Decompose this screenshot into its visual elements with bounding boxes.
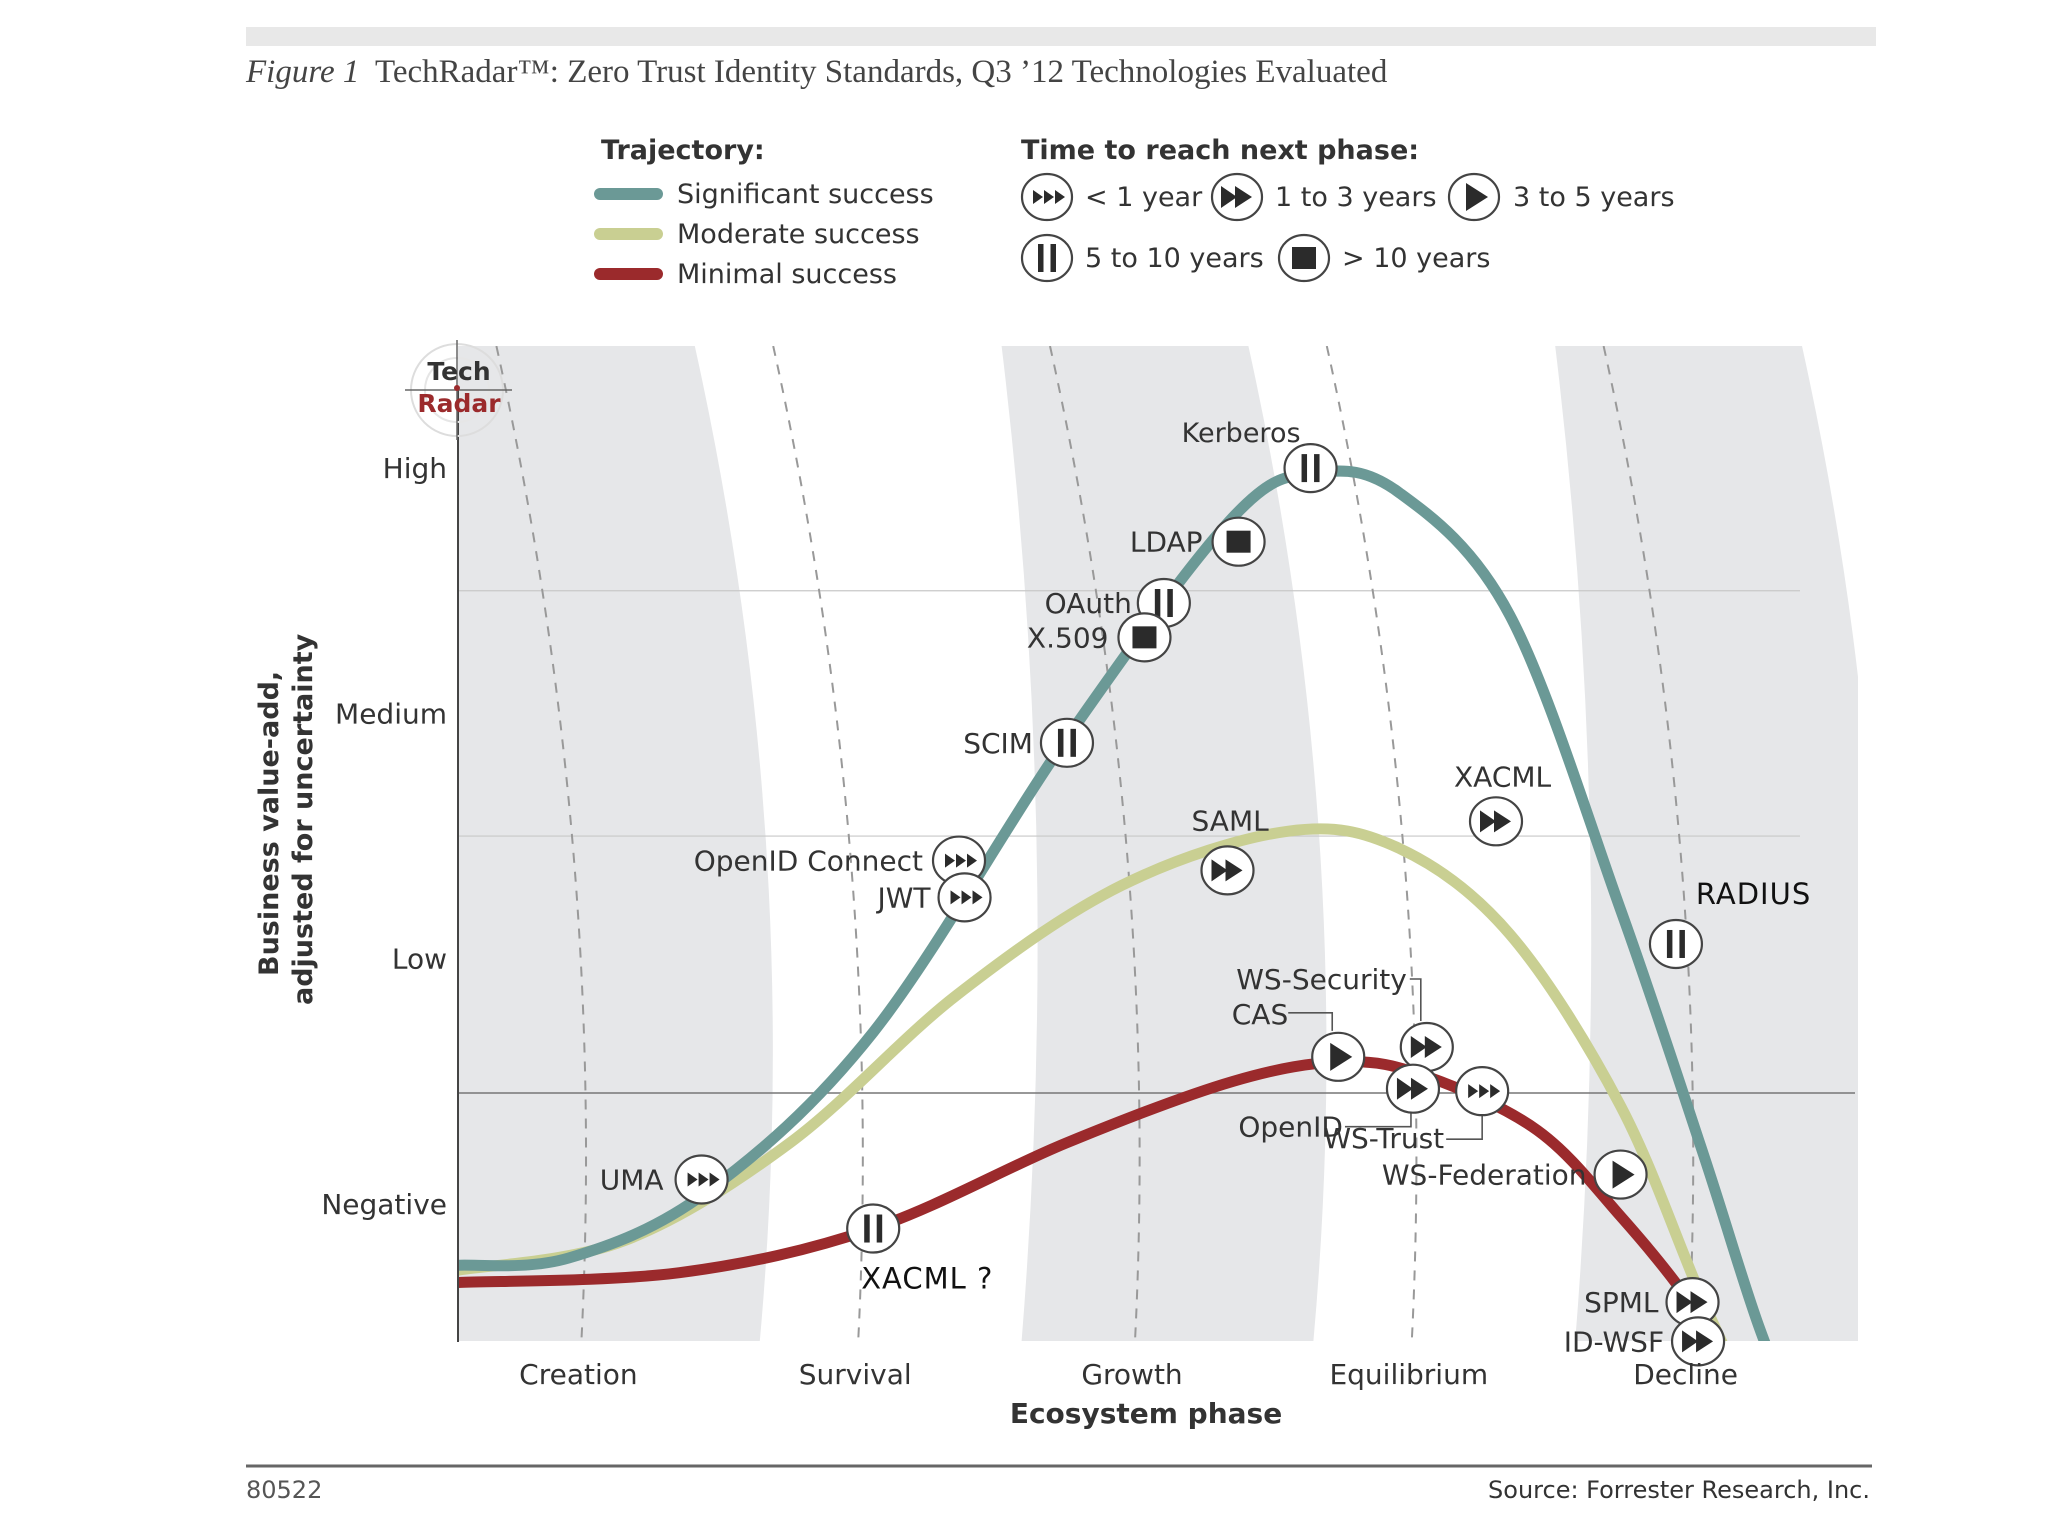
marker-saml-double-arrow-icon: [1200, 845, 1255, 896]
legend-label-minimal: Minimal success: [677, 259, 897, 290]
tech-label-openid: OpenID: [1238, 1111, 1343, 1144]
tech-label-cas: CAS: [1232, 998, 1288, 1031]
phase-band-growth: [1001, 346, 1327, 1341]
x-tick-label: Decline: [1633, 1358, 1738, 1391]
legend-icon-pause-icon: [1020, 233, 1074, 283]
marker-jwt-triple-arrow-icon: [937, 872, 992, 923]
tech-label-xacml: XACML: [1454, 760, 1552, 793]
tech-label-saml: SAML: [1192, 804, 1270, 837]
figure-title: Figure 1 TechRadar™: Zero Trust Identity…: [245, 54, 1388, 90]
marker-x-509-stop-icon: [1117, 612, 1172, 663]
marker-cas-single-arrow-icon: [1311, 1031, 1366, 1082]
legend-time-label: > 10 years: [1342, 243, 1490, 274]
logo-tech: Tech: [427, 357, 490, 386]
tech-label-ws-trust: WS-Trust: [1323, 1122, 1444, 1155]
tech-label-x-509: X.509: [1027, 621, 1109, 654]
legend-time-label: 3 to 5 years: [1513, 182, 1675, 213]
y-tick-label: Medium: [335, 697, 447, 730]
tech-label-xacml: XACML ?: [861, 1262, 993, 1296]
techradar-logo: Tech Radar: [405, 340, 512, 440]
tech-label-uma: UMA: [600, 1163, 664, 1196]
leader-line-ws-trust: [1446, 1115, 1483, 1140]
legend-icon-triple-arrow-icon: [1020, 172, 1074, 222]
time-legend: < 1 year 1 to 3 years 3 to 5 years 5 to 10 …: [1020, 172, 1675, 283]
tech-label-ws-federation: WS-Federation: [1382, 1159, 1587, 1192]
y-tick-label: High: [383, 452, 447, 485]
legend-icon-stop-icon: [1277, 233, 1331, 283]
legend-icon-double-arrow-icon: [1210, 172, 1264, 222]
marker-kerberos-pause-icon: [1283, 443, 1338, 494]
phase-center-divider: [1325, 346, 1418, 1341]
marker-uma-triple-arrow-icon: [674, 1154, 729, 1205]
leader-line-ws-security: [1409, 978, 1422, 1022]
tech-label-jwt: JWT: [875, 881, 931, 914]
y-axis-label-line2: adjusted for uncertainty: [288, 633, 319, 1005]
figure-title-text: TechRadar™: Zero Trust Identity Standard…: [375, 54, 1388, 90]
marker-ws-trust-triple-arrow-icon: [1455, 1066, 1510, 1117]
y-axis-label-line1: Business value-add,: [254, 671, 285, 976]
legend-label-significant: Significant success: [677, 179, 934, 210]
x-tick-label: Creation: [519, 1358, 637, 1391]
y-tick-label: Negative: [321, 1188, 447, 1221]
tech-label-openid-connect: OpenID Connect: [694, 845, 923, 878]
legend-trajectory-title: Trajectory:: [601, 135, 765, 166]
marker-openid-double-arrow-icon: [1385, 1063, 1441, 1114]
tech-label-id-wsf: ID-WSF: [1564, 1325, 1664, 1358]
legend-time-label: < 1 year: [1085, 182, 1203, 213]
figure-id: 80522: [246, 1476, 322, 1504]
tech-label-kerberos: Kerberos: [1182, 418, 1301, 449]
trajectory-legend: Significant success Moderate success Minim…: [594, 179, 934, 290]
x-tick-label: Equilibrium: [1329, 1358, 1488, 1391]
x-axis-label: Ecosystem phase: [1010, 1397, 1282, 1430]
marker-ws-security-double-arrow-icon: [1399, 1021, 1454, 1073]
leader-line-openid: [1344, 1112, 1412, 1128]
series-line-moderate: [458, 823, 1728, 1341]
legend-time-title: Time to reach next phase:: [1021, 135, 1419, 166]
tech-label-radius: RADIUS: [1696, 877, 1811, 911]
tech-label-spml: SPML: [1584, 1286, 1659, 1319]
x-tick-label: Growth: [1081, 1358, 1182, 1391]
figure-label: Figure 1: [245, 54, 359, 90]
legend-label-moderate: Moderate success: [677, 219, 920, 250]
marker-xacml-double-arrow-icon: [1468, 796, 1524, 847]
phase-center-divider: [495, 346, 588, 1341]
marker-radius-pause-icon: [1648, 918, 1704, 970]
marker-ws-federation-single-arrow-icon: [1593, 1149, 1648, 1200]
marker-scim-pause-icon: [1039, 717, 1095, 768]
marker-ldap-stop-icon: [1211, 516, 1266, 567]
logo-radar: Radar: [417, 389, 501, 418]
leader-line-cas: [1288, 1012, 1334, 1031]
y-tick-label: Low: [392, 943, 447, 976]
legend-time-label: 5 to 10 years: [1085, 243, 1264, 274]
x-tick-label: Survival: [799, 1358, 912, 1391]
header-bar: [246, 27, 1876, 46]
marker-id-wsf-double-arrow-icon: [1670, 1316, 1726, 1367]
tech-label-ldap: LDAP: [1130, 526, 1203, 559]
marker-spml-double-arrow-icon: [1665, 1277, 1720, 1328]
legend-time-label: 1 to 3 years: [1275, 182, 1437, 213]
phase-center-divider: [1049, 346, 1141, 1341]
tech-label-scim: SCIM: [963, 727, 1033, 760]
phase-center-divider: [1602, 346, 1695, 1341]
phase-center-divider: [772, 346, 864, 1341]
legend-icon-single-arrow-icon: [1447, 172, 1501, 222]
tech-label-ws-security: WS-Security: [1236, 963, 1407, 996]
tech-label-oauth: OAuth: [1045, 587, 1132, 620]
source-note: Source: Forrester Research, Inc.: [1488, 1476, 1870, 1504]
marker-xacml-pause-icon: [846, 1203, 901, 1254]
